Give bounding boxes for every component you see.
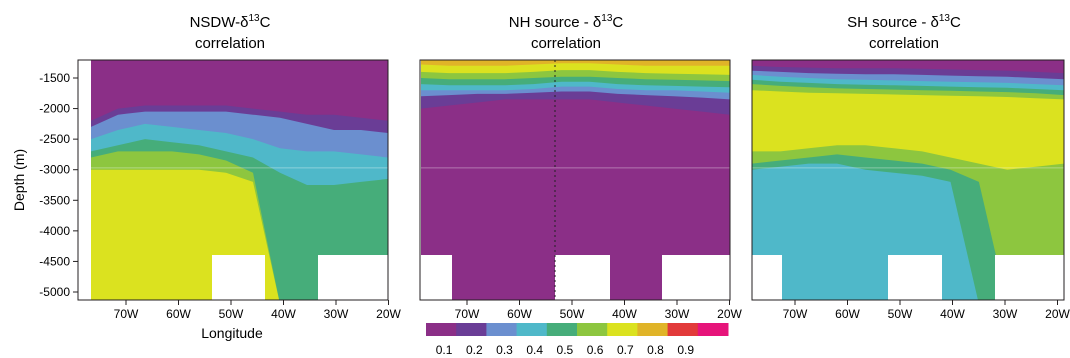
colorbar-label: 0.6	[587, 343, 604, 357]
no-data-mask	[752, 255, 782, 300]
x-tick-label: 50W	[888, 307, 913, 321]
contour-bands	[78, 60, 388, 310]
x-tick-label: 50W	[219, 307, 244, 321]
contour-band-7	[421, 99, 730, 300]
panel-title-line2: correlation	[531, 35, 601, 52]
no-data-mask	[421, 255, 452, 300]
y-tick-label: -2500	[39, 132, 70, 146]
y-tick-label: -4500	[39, 254, 70, 268]
x-tick-label: 40W	[940, 307, 965, 321]
x-tick-label: 20W	[1045, 307, 1070, 321]
y-tick-label: -4000	[39, 224, 70, 238]
panel-title-line1: NH source - δ13C	[509, 13, 624, 31]
colorbar-label: 0.4	[526, 343, 543, 357]
colorbar-swatch	[667, 323, 699, 336]
colorbar-label: 0.1	[436, 343, 453, 357]
no-data-mask	[78, 255, 91, 305]
x-tick-label: 60W	[507, 307, 532, 321]
x-tick-label: 60W	[835, 307, 860, 321]
colorbar-label: 0.7	[617, 343, 634, 357]
y-axis-label: Depth (m)	[11, 149, 27, 211]
x-tick-label: 70W	[455, 307, 480, 321]
colorbar-swatch	[577, 323, 608, 336]
no-data-mask	[318, 255, 388, 300]
colorbar-labels: 0.1 0.2 0.3 0.4 0.5 0.6 0.7 0.8 0.9	[436, 343, 695, 357]
x-ticks: 70W 60W 50W 40W 30W 20W	[783, 300, 1070, 321]
x-tick-label: 40W	[271, 307, 296, 321]
colorbar-swatch	[456, 323, 487, 336]
x-tick-label: 30W	[665, 307, 690, 321]
no-data-mask	[662, 255, 730, 300]
colorbar-label: 0.3	[496, 343, 513, 357]
colorbar-swatch	[607, 323, 638, 336]
panel-title-line2: correlation	[869, 35, 939, 52]
panel-nsdw: NSDW-δ13C correlation -1500 -2000 -2500 -30…	[11, 13, 402, 341]
no-data-mask	[212, 255, 265, 300]
y-tick-label: -2000	[39, 102, 70, 116]
contour-bands	[752, 60, 1064, 300]
y-tick-label: -1500	[39, 71, 70, 85]
x-tick-label: 30W	[993, 307, 1018, 321]
plot-frame	[751, 59, 1065, 301]
plot-frame	[77, 59, 389, 301]
panel-title-line2: correlation	[195, 35, 265, 52]
x-axis-label: Longitude	[201, 325, 263, 341]
no-data-mask	[78, 60, 91, 310]
contour-bands	[421, 60, 730, 300]
no-data-mask	[888, 255, 942, 300]
x-tick-label: 70W	[783, 307, 808, 321]
colorbar-swatch	[697, 323, 729, 336]
x-ticks: 70W 60W 50W 40W 30W 20W	[114, 300, 402, 321]
y-tick-label: -5000	[39, 285, 70, 299]
x-tick-label: 20W	[717, 307, 742, 321]
colorbar-label: 0.8	[647, 343, 664, 357]
colorbar-swatch	[486, 323, 518, 336]
panel-title-line1: SH source - δ13C	[847, 13, 961, 31]
no-data-mask	[995, 255, 1064, 300]
no-data-mask	[555, 255, 610, 300]
colorbar-swatch	[546, 323, 578, 336]
colorbar-swatch	[516, 323, 548, 336]
colorbar-label: 0.9	[677, 343, 694, 357]
x-tick-label: 50W	[560, 307, 585, 321]
colorbar-swatch	[637, 323, 669, 336]
x-tick-label: 40W	[612, 307, 637, 321]
colorbar-label: 0.5	[557, 343, 574, 357]
x-ticks: 70W 60W 50W 40W 30W 20W	[455, 300, 743, 321]
plot-frame	[419, 59, 731, 301]
y-tick-label: -3500	[39, 193, 70, 207]
colorbar	[426, 323, 729, 336]
x-tick-label: 60W	[166, 307, 191, 321]
panel-title-line1: NSDW-δ13C	[190, 13, 271, 31]
x-tick-label: 20W	[376, 307, 401, 321]
panel-sh-source: SH source - δ13C correlation 70W 60W 50W 40…	[751, 13, 1070, 321]
x-tick-label: 30W	[324, 307, 349, 321]
y-ticks: -1500 -2000 -2500 -3000 -3500 -4000 -4500 -5000	[39, 71, 78, 299]
panel-nh-source: NH source - δ13C correlation 70W 60W 50W 40…	[419, 13, 743, 321]
x-tick-label: 70W	[114, 307, 139, 321]
y-tick-label: -3000	[39, 163, 70, 177]
colorbar-swatch	[426, 323, 457, 336]
colorbar-label: 0.2	[466, 343, 483, 357]
